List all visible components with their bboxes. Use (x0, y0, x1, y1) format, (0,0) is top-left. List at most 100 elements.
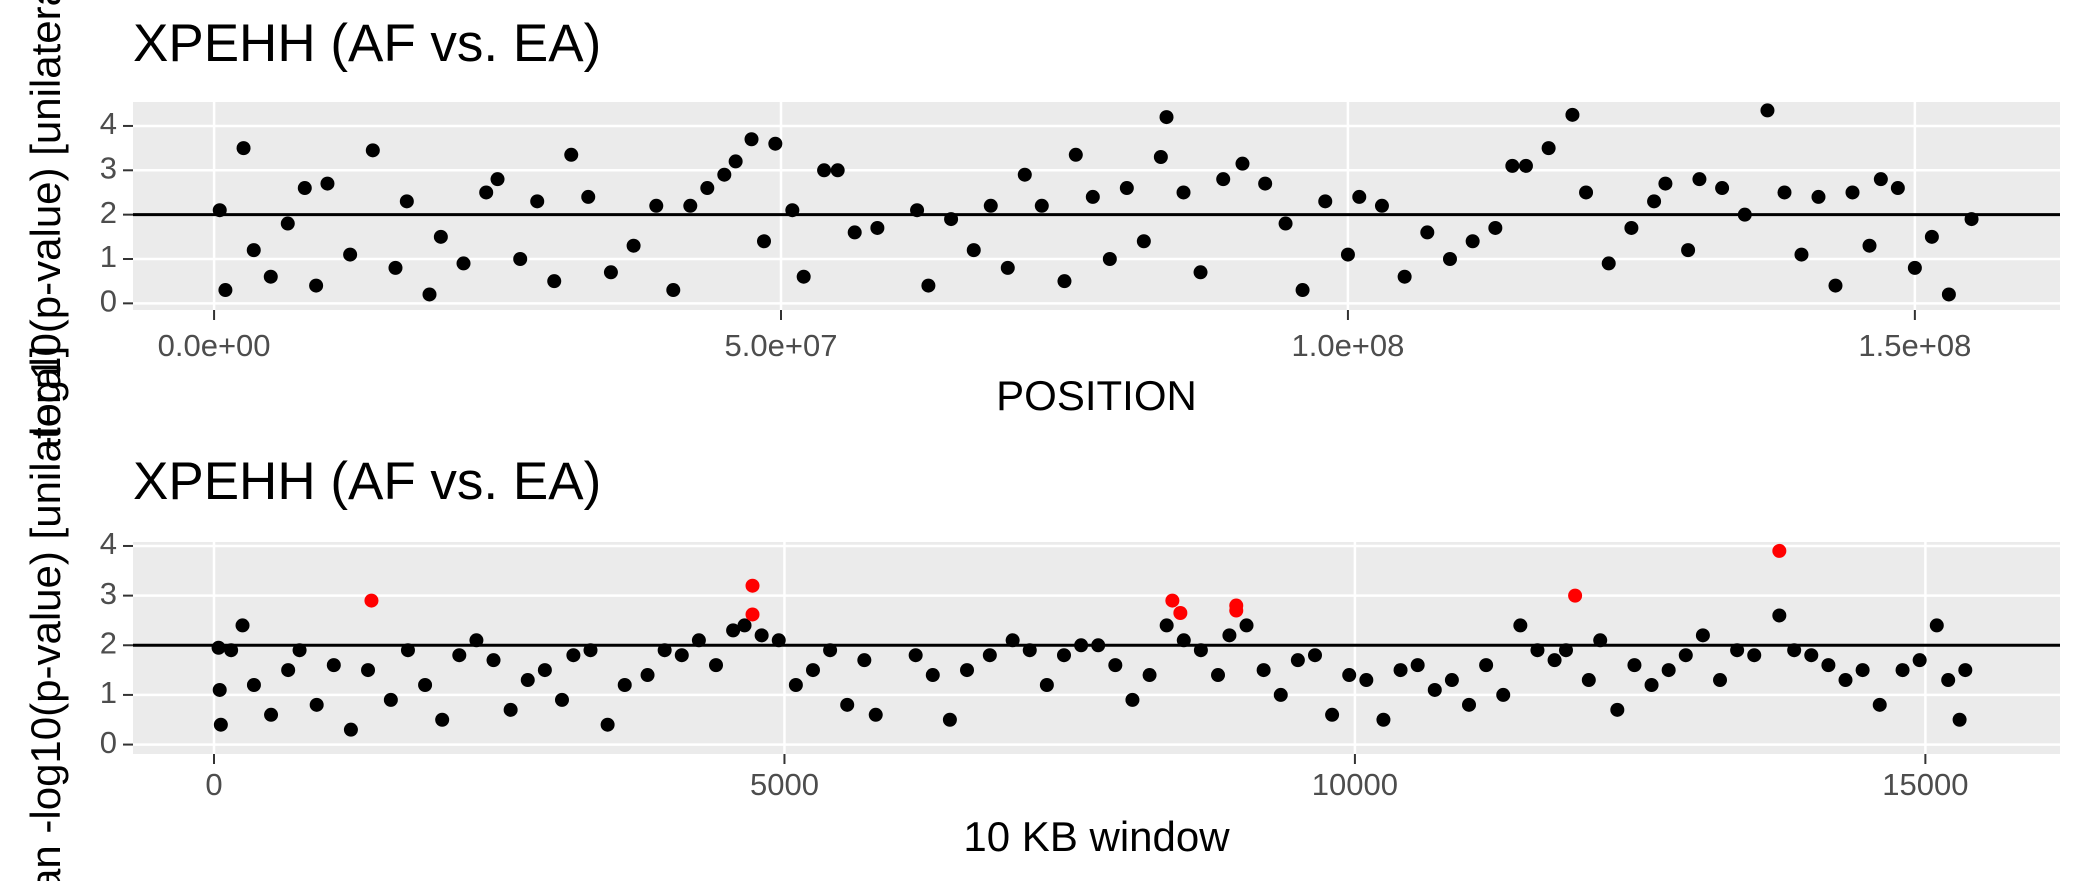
point (1256, 663, 1271, 678)
point (218, 283, 233, 298)
point (840, 697, 855, 712)
point (1747, 648, 1762, 663)
point (212, 682, 227, 697)
point (1838, 673, 1853, 688)
point (666, 283, 681, 298)
point (418, 677, 433, 692)
point (566, 648, 581, 663)
point (213, 717, 228, 732)
point (263, 269, 278, 284)
point (960, 663, 975, 678)
point (744, 132, 759, 147)
point (1039, 677, 1054, 692)
point (211, 640, 226, 655)
point (1427, 682, 1442, 697)
point (537, 663, 552, 678)
point (1462, 697, 1477, 712)
point (1811, 189, 1826, 204)
point (1222, 628, 1237, 643)
point (1907, 260, 1922, 275)
point (343, 247, 358, 262)
point (1912, 653, 1927, 668)
point (870, 220, 885, 235)
point (857, 653, 872, 668)
point (1624, 220, 1639, 235)
point (1895, 663, 1910, 678)
point (520, 673, 535, 688)
point (1862, 238, 1877, 253)
point (1715, 181, 1730, 196)
point (1601, 256, 1616, 271)
y-axis-title: -log10(p-value) [unilateral] (22, 0, 69, 450)
point (1872, 697, 1887, 712)
point (768, 136, 783, 151)
y-tick-label: 0 (100, 284, 117, 319)
x-tick-label: 1.0e+08 (1291, 328, 1404, 363)
point (1941, 287, 1956, 302)
point (1958, 663, 1973, 678)
x-tick-label: 0 (205, 767, 222, 802)
point (1941, 673, 1956, 688)
point (745, 578, 760, 593)
point (754, 628, 769, 643)
point (1924, 229, 1939, 244)
point (530, 194, 545, 209)
point (1505, 158, 1520, 173)
point (1420, 225, 1435, 240)
point (1496, 687, 1511, 702)
point (1952, 712, 1967, 727)
point (309, 697, 324, 712)
point (320, 176, 335, 191)
point (343, 722, 358, 737)
point (1295, 283, 1310, 298)
point (600, 717, 615, 732)
point (1342, 668, 1357, 683)
x-axis-title: POSITION (996, 372, 1197, 419)
point (1278, 216, 1293, 231)
point (1644, 677, 1659, 692)
point (796, 269, 811, 284)
point (1057, 274, 1072, 289)
point (617, 677, 632, 692)
point (805, 663, 820, 678)
point (1318, 194, 1333, 209)
point (830, 163, 845, 178)
point (1692, 172, 1707, 187)
point (280, 216, 295, 231)
point (1125, 692, 1140, 707)
point (640, 668, 655, 683)
point (1581, 673, 1596, 688)
point (554, 692, 569, 707)
point (1056, 648, 1071, 663)
point (1000, 260, 1015, 275)
point (1410, 658, 1425, 673)
y-tick-label: 3 (100, 576, 117, 611)
point (1855, 663, 1870, 678)
point (479, 185, 494, 200)
point (1541, 141, 1556, 156)
x-tick-label: 0.0e+00 (158, 328, 271, 363)
point (728, 154, 743, 169)
point (709, 658, 724, 673)
point (1352, 189, 1367, 204)
point (1142, 668, 1157, 683)
point (452, 648, 467, 663)
point (422, 287, 437, 302)
point (1376, 712, 1391, 727)
point (1821, 658, 1836, 673)
point (1568, 588, 1583, 603)
point (1929, 618, 1944, 633)
point (925, 668, 940, 683)
point (1068, 147, 1083, 162)
point (361, 663, 376, 678)
point (365, 143, 380, 158)
point (388, 260, 403, 275)
point (246, 243, 261, 258)
point (1374, 198, 1389, 213)
point (649, 198, 664, 213)
x-axis-title: 10 KB window (963, 813, 1230, 860)
point (309, 278, 324, 293)
point (281, 663, 296, 678)
point (236, 141, 251, 156)
